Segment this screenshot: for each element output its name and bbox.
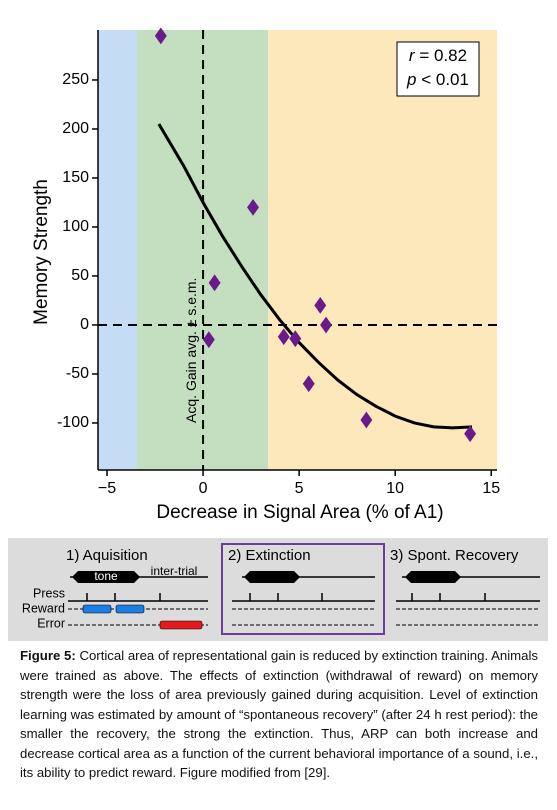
x-tick-label: 5: [295, 480, 304, 497]
stats-text: r = 0.82: [409, 46, 467, 65]
stats-symbol: p: [406, 70, 416, 89]
panel-title: 1) Aquisition: [66, 547, 148, 564]
press-line: [232, 593, 375, 602]
x-tick-label: 15: [482, 480, 500, 497]
region: [98, 30, 137, 470]
point: [202, 331, 215, 349]
point: [154, 27, 167, 45]
point: [314, 296, 327, 314]
x-tick-label: 10: [386, 480, 404, 497]
y-tick-label: 200: [62, 120, 89, 137]
diagram-background: [8, 538, 548, 641]
region: [268, 30, 497, 470]
stats-value: < 0.01: [417, 70, 469, 89]
stats-text: p < 0.01: [406, 70, 469, 89]
stats-symbol: r: [409, 46, 416, 65]
y-tick-label: 250: [62, 71, 89, 88]
tone-block: [244, 571, 300, 583]
error-block: [159, 620, 203, 630]
point: [277, 328, 290, 346]
caption: Figure 5: Cortical area of representatio…: [20, 646, 538, 783]
point: [208, 274, 221, 292]
point: [360, 411, 373, 429]
chart: Acq. Gain avg. ± s.e.m.-100-500501001502…: [8, 27, 548, 641]
y-tick-label: 50: [71, 267, 89, 284]
y-tick-label: 0: [80, 316, 89, 333]
intertrial-label: inter-trial: [151, 564, 198, 578]
reward-block: [82, 604, 112, 614]
caption-text: Cortical area of representational gain i…: [20, 648, 538, 780]
y-axis-label: Memory Strength: [31, 179, 52, 325]
fit-line: [157, 123, 473, 430]
tone-label: tone: [94, 569, 118, 583]
annotation: Acq. Gain avg. ± s.e.m.: [183, 278, 199, 423]
stats-box: [396, 41, 480, 97]
x-tick-label: −5: [98, 480, 116, 497]
point: [247, 198, 259, 216]
point: [289, 330, 302, 348]
point: [320, 316, 332, 334]
point: [464, 425, 477, 443]
row-label: Error: [37, 616, 65, 630]
panel-title: 3) Spont. Recovery: [390, 547, 519, 564]
press-line: [68, 593, 208, 602]
diagram: 1) Aquisition 2) Extinction 3) Spont. Re…: [8, 538, 548, 641]
y-tick-label: -50: [66, 365, 89, 382]
point: [302, 375, 315, 393]
row-label: Reward: [22, 601, 65, 615]
x-tick-label: 0: [199, 480, 208, 497]
stats-value: = 0.82: [415, 46, 467, 65]
plot: Acq. Gain avg. ± s.e.m.-100-500501001502…: [57, 27, 500, 497]
row-label: Press: [33, 586, 65, 600]
panel-title: 2) Extinction: [228, 547, 311, 564]
y-tick-label: 150: [62, 169, 89, 186]
y-tick-label: -100: [57, 414, 89, 431]
x-axis-label: Decrease in Signal Area (% of A1): [156, 502, 443, 523]
tone-block: [405, 571, 461, 583]
panel-highlight: [221, 543, 385, 635]
press-line: [396, 593, 540, 602]
tone-block: [72, 571, 140, 583]
reward-block: [115, 604, 145, 614]
caption-label: Figure 5:: [20, 648, 76, 663]
y-tick-label: 100: [62, 218, 89, 235]
